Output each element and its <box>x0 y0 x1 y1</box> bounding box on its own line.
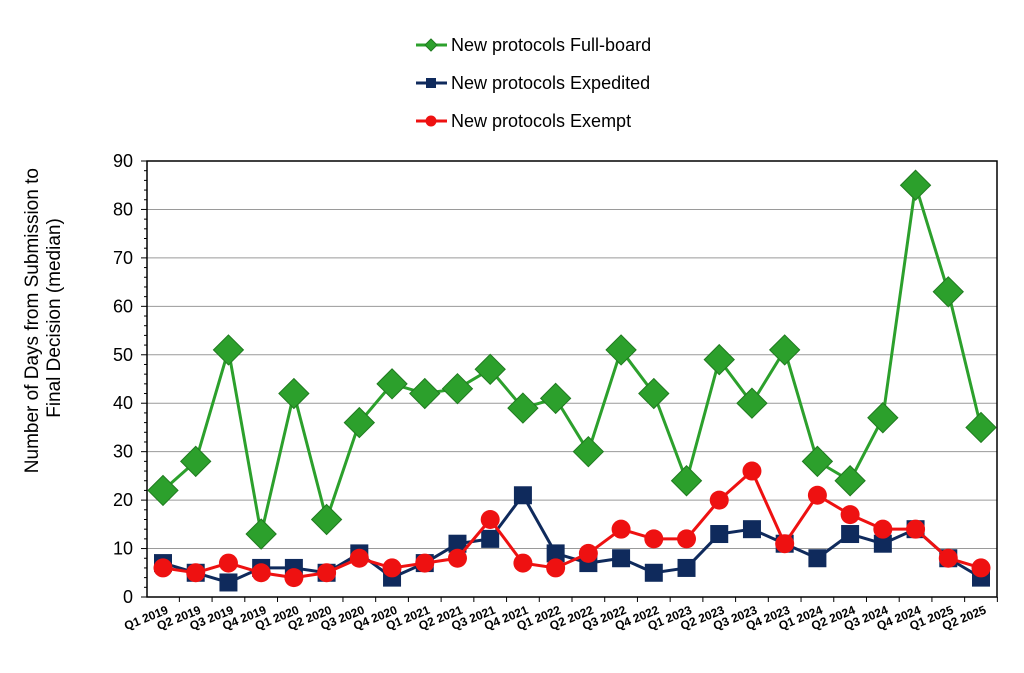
y-tick-label: 0 <box>123 587 133 607</box>
data-point <box>409 377 441 410</box>
gridlines <box>147 208 997 550</box>
data-point <box>480 509 500 529</box>
data-point <box>447 548 467 568</box>
y-tick-label: 60 <box>113 296 133 316</box>
data-point <box>284 568 304 588</box>
y-tick-label: 90 <box>113 151 133 171</box>
data-point <box>971 558 991 578</box>
data-point <box>841 525 860 544</box>
data-point <box>611 519 631 539</box>
data-point <box>742 461 762 481</box>
data-point <box>572 435 605 468</box>
data-point <box>768 334 801 366</box>
data-point <box>807 485 827 505</box>
data-point <box>965 411 997 444</box>
legend-label: New protocols Full-board <box>451 35 651 55</box>
data-point <box>703 343 735 376</box>
y-tick-label: 20 <box>113 490 133 510</box>
y-axis-label-line-1: Number of Days from Submission to <box>22 168 43 473</box>
y-tick-label: 30 <box>113 442 133 462</box>
legend-marker <box>425 115 437 127</box>
series-3 <box>153 461 991 588</box>
data-point <box>677 558 696 577</box>
data-point <box>775 534 795 554</box>
legend-label: New protocols Expedited <box>451 73 650 93</box>
data-point <box>481 529 500 548</box>
data-point <box>245 518 277 550</box>
data-point <box>507 392 539 424</box>
data-point <box>513 553 533 573</box>
data-point <box>906 519 926 539</box>
y-tick-label: 10 <box>113 539 133 559</box>
data-point <box>670 465 703 497</box>
data-point <box>448 534 467 553</box>
y-tick-label: 40 <box>113 393 133 413</box>
data-point <box>349 548 369 568</box>
data-point <box>873 519 893 539</box>
data-point <box>899 169 932 201</box>
data-point <box>474 353 506 386</box>
data-point <box>278 377 310 410</box>
data-point <box>710 525 729 544</box>
data-point <box>677 529 697 549</box>
y-axis: 0 10 20 30 40 50 60 70 80 90 <box>113 151 147 607</box>
data-point <box>212 334 245 366</box>
data-point <box>605 334 637 366</box>
legend-item-1: New protocols Full-board <box>416 35 651 55</box>
y-axis-label: Number of Days from Submission to Final … <box>22 163 65 473</box>
data-point <box>415 553 435 573</box>
data-point <box>251 563 271 583</box>
y-tick-label: 70 <box>113 248 133 268</box>
data-point <box>840 505 860 525</box>
data-point <box>612 549 631 568</box>
data-point <box>709 490 729 510</box>
legend-item-3: New protocols Exempt <box>416 111 631 131</box>
legend: New protocols Full-board New protocols Ex… <box>416 35 651 131</box>
data-point <box>513 486 532 505</box>
data-point <box>147 474 179 507</box>
y-tick-label: 50 <box>113 345 133 365</box>
data-point <box>376 368 408 400</box>
data-point <box>938 548 958 568</box>
legend-item-2: New protocols Expedited <box>416 73 650 93</box>
data-point <box>867 402 899 434</box>
data-point <box>219 573 238 592</box>
data-point <box>539 382 572 415</box>
data-point <box>186 563 206 583</box>
data-point <box>546 544 565 563</box>
data-point <box>218 553 238 573</box>
series-layer <box>147 169 997 592</box>
data-point <box>317 563 337 583</box>
data-point <box>343 406 376 439</box>
data-point <box>873 534 892 553</box>
y-axis-label-line-2: Final Decision (median) <box>44 218 65 418</box>
legend-marker <box>424 38 438 52</box>
y-tick-label: 80 <box>113 199 133 219</box>
data-point <box>578 543 598 563</box>
data-point <box>382 558 402 578</box>
data-point <box>644 529 664 549</box>
plot-area <box>146 160 998 598</box>
data-point <box>638 377 670 410</box>
legend-marker <box>426 78 436 88</box>
data-point <box>736 387 768 419</box>
data-point <box>310 503 343 536</box>
data-point <box>546 558 566 578</box>
data-point <box>180 445 212 478</box>
series-1 <box>147 169 997 550</box>
data-point <box>808 549 827 568</box>
data-point <box>441 372 474 405</box>
data-point <box>644 563 663 582</box>
data-point <box>153 558 173 578</box>
legend-label: New protocols Exempt <box>451 111 631 131</box>
data-point <box>932 276 964 308</box>
data-point <box>742 520 761 539</box>
data-point <box>801 445 834 478</box>
data-point <box>834 465 866 497</box>
